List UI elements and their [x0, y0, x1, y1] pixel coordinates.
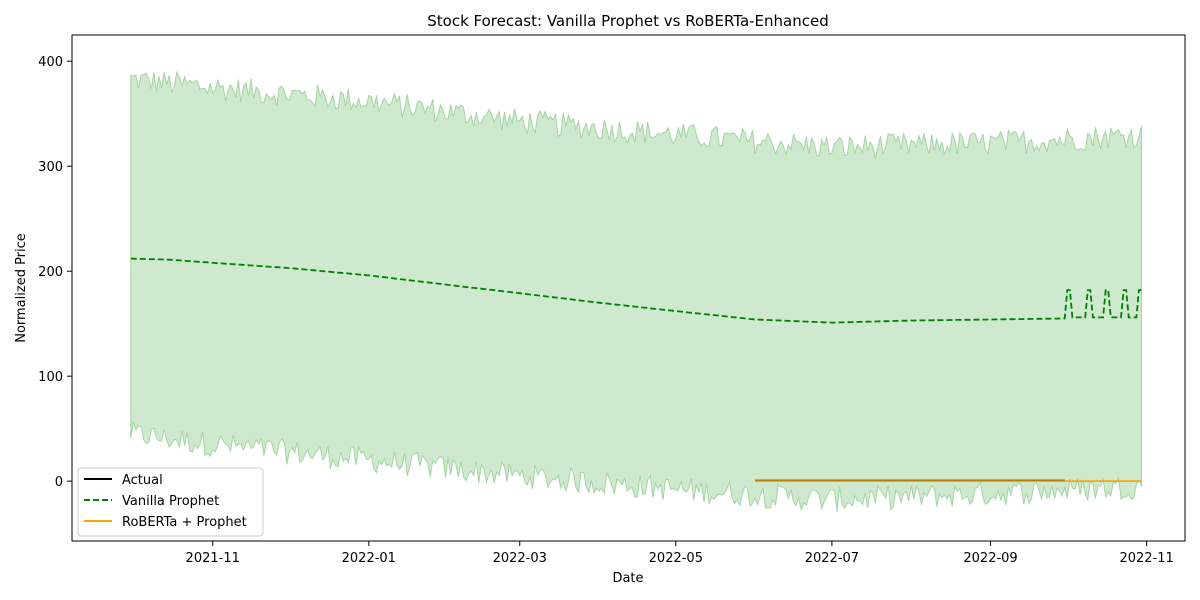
chart-title: Stock Forecast: Vanilla Prophet vs RoBER…: [427, 12, 829, 30]
x-tick-label: 2021-11: [186, 551, 240, 566]
legend-label-actual: Actual: [122, 473, 163, 488]
series-lines-layer: [130, 257, 1142, 483]
x-tick-label: 2022-01: [342, 551, 396, 566]
x-axis: 2021-11 2022-01 2022-03 2022-05 2022-07 2022-…: [186, 541, 1174, 566]
y-tick-label: 400: [38, 55, 63, 70]
x-tick-label: 2022-11: [1119, 551, 1173, 566]
y-axis: 0 100 200 300 400: [38, 55, 72, 490]
series-line-vanilla-prophet: [130, 257, 1142, 324]
y-tick-label: 300: [38, 160, 63, 175]
legend-label-roberta-prophet: RoBERTa + Prophet: [122, 515, 247, 530]
y-tick-label: 100: [38, 370, 63, 385]
plot-frame: [71, 34, 1186, 542]
y-tick-label: 200: [38, 265, 63, 280]
legend: Actual Vanilla Prophet RoBERTa + Prophet: [77, 467, 264, 537]
x-axis-label: Date: [612, 571, 643, 586]
plot-area: [71, 34, 1186, 542]
uncertainty-band-layer: [130, 70, 1142, 512]
x-tick-label: 2022-03: [493, 551, 547, 566]
uncertainty-band: [130, 70, 1142, 512]
y-axis-label: Normalized Price: [14, 233, 29, 343]
legend-frame: [77, 467, 264, 537]
x-tick-label: 2022-07: [805, 551, 859, 566]
y-tick-label: 0: [55, 475, 63, 490]
x-tick-label: 2022-05: [649, 551, 703, 566]
legend-label-vanilla-prophet: Vanilla Prophet: [122, 494, 219, 509]
x-tick-label: 2022-09: [963, 551, 1017, 566]
